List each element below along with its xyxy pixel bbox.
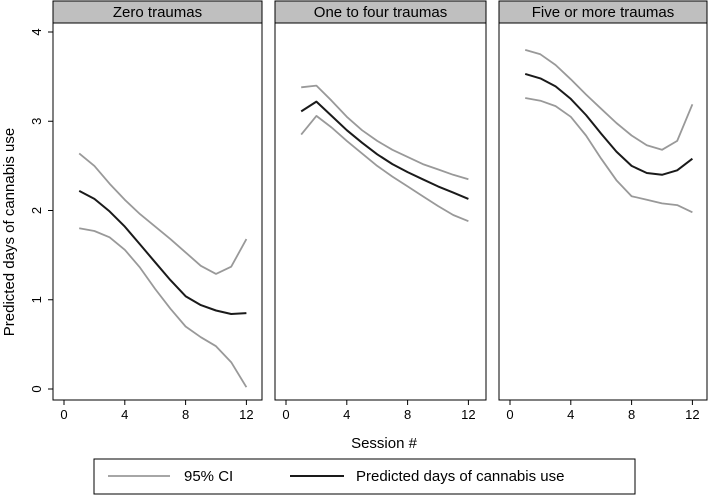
ci-upper-line xyxy=(524,49,694,151)
x-tick-label: 12 xyxy=(461,407,475,422)
predicted-line xyxy=(300,100,469,200)
x-tick-label: 4 xyxy=(121,407,128,422)
legend-box xyxy=(93,458,636,495)
x-tick-label: 4 xyxy=(343,407,350,422)
predicted-line xyxy=(524,72,694,176)
y-axis-title: Predicted days of cannabis use xyxy=(1,128,18,336)
x-tick-label: 0 xyxy=(506,407,513,422)
ci-lower-line xyxy=(525,97,693,214)
x-tick-label: 12 xyxy=(239,407,253,422)
panel-title: One to four traumas xyxy=(314,4,447,21)
y-tick-label: 0 xyxy=(29,385,44,392)
ci-upper-line xyxy=(301,84,469,181)
panel-title: Zero traumas xyxy=(113,4,202,21)
y-tick-label: 1 xyxy=(29,296,44,303)
plot-area xyxy=(498,22,708,401)
panel-3: Five or more traumas 0 4 8 12 xyxy=(498,0,708,422)
ci-upper-line xyxy=(78,152,248,275)
x-tick-label: 8 xyxy=(628,407,635,422)
x-tick-label: 12 xyxy=(685,407,699,422)
x-tick-label: 0 xyxy=(60,407,67,422)
predicted-line xyxy=(78,190,247,315)
ci-lower-line xyxy=(79,227,248,388)
plot-area xyxy=(52,22,263,401)
x-tick-label: 8 xyxy=(404,407,411,422)
panel-2: One to four traumas 0 4 8 12 xyxy=(274,0,487,422)
panel-title: Five or more traumas xyxy=(532,4,675,21)
legend-label: 95% CI xyxy=(184,468,233,485)
ci-lower-line xyxy=(300,115,469,223)
plot-area xyxy=(274,22,487,401)
x-tick-label: 8 xyxy=(182,407,189,422)
legend: 95% CI Predicted days of cannabis use xyxy=(93,458,636,495)
y-tick-label: 2 xyxy=(29,207,44,214)
x-axis-title: Session # xyxy=(351,435,418,452)
legend-label: Predicted days of cannabis use xyxy=(356,468,564,485)
x-tick-label: 0 xyxy=(282,407,289,422)
y-tick-label: 3 xyxy=(29,118,44,125)
x-tick-label: 4 xyxy=(567,407,574,422)
y-tick-label: 4 xyxy=(29,28,44,35)
